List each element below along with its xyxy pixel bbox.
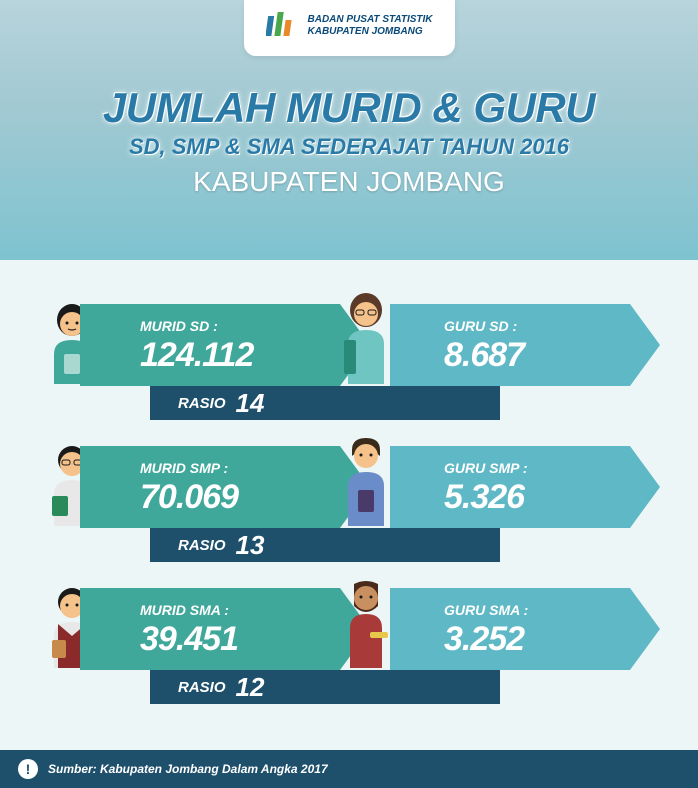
org-badge: BADAN PUSAT STATISTIK KABUPATEN JOMBANG <box>244 0 455 56</box>
student-label: MURID SD : <box>140 318 253 334</box>
org-line1: BADAN PUSAT STATISTIK <box>308 14 433 26</box>
student-value: 124.112 <box>140 336 253 375</box>
teacher-arrow-sd: GURU SD : 8.687 <box>390 304 660 386</box>
teacher-value: 3.252 <box>444 620 528 659</box>
teacher-label: GURU SD : <box>444 318 524 334</box>
rasio-value: 13 <box>236 530 265 561</box>
teacher-label: GURU SMP : <box>444 460 527 476</box>
teacher-arrow-smp: GURU SMP : 5.326 <box>390 446 660 528</box>
hero-titles: JUMLAH MURID & GURU SD, SMP & SMA SEDERA… <box>0 84 698 198</box>
rasio-value: 12 <box>236 672 265 703</box>
stat-row-sma: MURID SMA : 39.451 GURU SMA : 3.252 RASI… <box>0 574 698 710</box>
org-line2: KABUPATEN JOMBANG <box>308 26 433 38</box>
main-section: MURID SD : 124.112 GURU SD : 8.687 RASIO… <box>0 260 698 750</box>
teacher-value: 5.326 <box>444 478 527 517</box>
student-arrow-smp: MURID SMP : 70.069 <box>80 446 370 528</box>
rasio-label: RASIO <box>178 679 226 696</box>
footer-source: Sumber: Kabupaten Jombang Dalam Angka 20… <box>48 762 328 776</box>
teacher-value: 8.687 <box>444 336 524 375</box>
rasio-value: 14 <box>236 388 265 419</box>
student-arrow-sma: MURID SMA : 39.451 <box>80 588 370 670</box>
org-text: BADAN PUSAT STATISTIK KABUPATEN JOMBANG <box>308 14 433 38</box>
student-value: 39.451 <box>140 620 238 659</box>
teacher-label: GURU SMA : <box>444 602 528 618</box>
hero-title-main: JUMLAH MURID & GURU <box>20 84 678 132</box>
bps-logo-icon <box>266 10 298 42</box>
student-value: 70.069 <box>140 478 238 517</box>
student-arrow-sd: MURID SD : 124.112 <box>80 304 370 386</box>
student-label: MURID SMA : <box>140 602 238 618</box>
hero-title-region: KABUPATEN JOMBANG <box>20 166 678 198</box>
footer-bar: ! Sumber: Kabupaten Jombang Dalam Angka … <box>0 750 698 788</box>
student-label: MURID SMP : <box>140 460 238 476</box>
teacher-arrow-sma: GURU SMA : 3.252 <box>390 588 660 670</box>
rasio-label: RASIO <box>178 537 226 554</box>
rasio-bar-sd: RASIO 14 <box>150 386 500 420</box>
hero-title-sub: SD, SMP & SMA SEDERAJAT TAHUN 2016 <box>20 134 678 160</box>
stat-row-sd: MURID SD : 124.112 GURU SD : 8.687 RASIO… <box>0 290 698 426</box>
stat-row-smp: MURID SMP : 70.069 GURU SMP : 5.326 RASI… <box>0 432 698 568</box>
info-icon: ! <box>18 759 38 779</box>
rasio-label: RASIO <box>178 395 226 412</box>
rasio-bar-sma: RASIO 12 <box>150 670 500 704</box>
rasio-bar-smp: RASIO 13 <box>150 528 500 562</box>
hero-section: BADAN PUSAT STATISTIK KABUPATEN JOMBANG … <box>0 0 698 260</box>
